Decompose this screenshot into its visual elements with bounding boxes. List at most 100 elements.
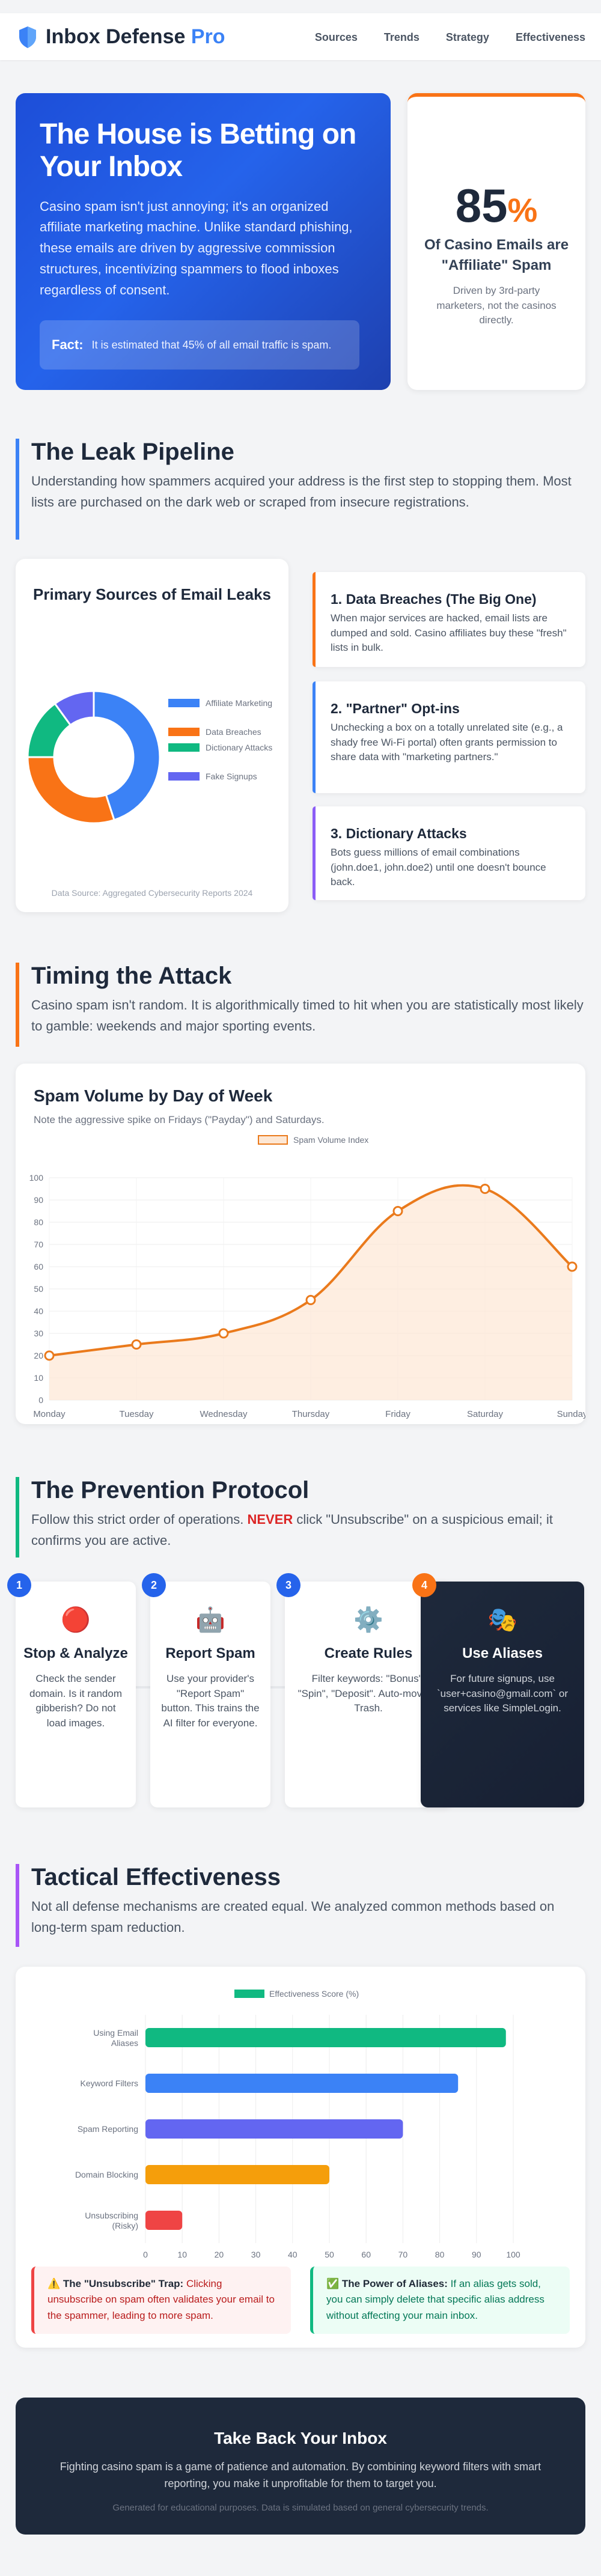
nav-link-trends[interactable]: Trends <box>383 31 419 43</box>
legend-item[interactable]: Fake Signups <box>168 772 257 782</box>
step-text: Check the sender domain. Is it random gi… <box>29 1673 122 1729</box>
legend-label: Affiliate Marketing <box>206 698 273 708</box>
warning-text: Clicking unsubscribe on spam often valid… <box>47 2278 275 2321</box>
x-tick-label: 20 <box>215 2250 224 2259</box>
nav-links: Sources Trends Strategy Effectiveness <box>315 31 585 44</box>
y-tick-label: 60 <box>34 1262 43 1271</box>
nav-link-strategy[interactable]: Strategy <box>445 31 489 43</box>
leak-card-text: Unchecking a box on a totally unrelated … <box>331 722 563 763</box>
donut-slice <box>93 690 161 821</box>
step-title: Create Rules <box>324 1645 413 1661</box>
y-tick-label: 70 <box>34 1240 43 1249</box>
donut-slice <box>26 756 115 824</box>
x-tick-label: 100 <box>506 2250 520 2259</box>
prevention-intro: Follow this strict order of operations. … <box>31 1509 585 1551</box>
x-tick-label: Monday <box>33 1409 66 1419</box>
bar <box>145 2165 329 2184</box>
x-tick-label: 70 <box>398 2250 408 2259</box>
x-tick-label: 0 <box>143 2250 148 2259</box>
x-tick-label: Tuesday <box>120 1409 154 1419</box>
leak-intro: Understanding how spammers acquired your… <box>31 473 572 510</box>
legend-item[interactable]: Affiliate Marketing <box>168 698 272 708</box>
donut-slice <box>53 690 95 726</box>
x-tick-label: 10 <box>177 2250 187 2259</box>
gear-icon: ⚙️ <box>353 1607 383 1633</box>
leak-sources-chart-card: Primary Sources of Email Leaks Affiliate… <box>16 559 288 912</box>
shield-icon <box>19 26 36 48</box>
section-accent-bar <box>16 963 19 1047</box>
y-tick-label: 30 <box>34 1329 43 1338</box>
leak-card-text: When major services are hacked, email li… <box>331 612 567 654</box>
y-tick-label: 80 <box>34 1217 43 1227</box>
leak-card-dictionary: 3. Dictionary Attacks Bots guess million… <box>313 806 585 900</box>
hero-body: Casino spam isn't just annoying; it's an… <box>40 198 353 297</box>
timing-title: Timing the Attack <box>31 963 232 989</box>
donut-chart <box>26 690 161 824</box>
legend-item[interactable]: Data Breaches <box>168 727 261 737</box>
legend-swatch <box>168 699 200 707</box>
legend-label: Effectiveness Score (%) <box>269 1989 359 1999</box>
step-title: Stop & Analyze <box>23 1645 128 1661</box>
step-card-stop-analyze: 1 🔴 Stop & Analyze Check the sender doma… <box>7 1573 136 1807</box>
timing-chart-note: Note the aggressive spike on Fridays ("P… <box>34 1114 325 1125</box>
data-point <box>305 1295 316 1305</box>
tip-title: ✅ The Power of Aliases: <box>326 2278 448 2289</box>
step-number-badge: 4 <box>412 1573 436 1597</box>
step-text: Use your provider's "Report Spam" button… <box>161 1673 260 1729</box>
robot-icon: 🤖 <box>195 1607 225 1633</box>
step-number-badge: 1 <box>7 1573 31 1597</box>
x-tick-label: 90 <box>472 2250 481 2259</box>
bar <box>145 2119 403 2139</box>
footer-disclaimer: Generated for educational purposes. Data… <box>112 2502 489 2513</box>
tip-text: If an alias gets sold, you can simply de… <box>326 2278 545 2321</box>
line-chart: Spam Volume Index 0 10 20 30 40 50 60 70 80 90 100 M… <box>29 1135 585 1419</box>
intro-after: click "Unsubscribe" on a suspicious emai… <box>31 1512 553 1548</box>
y-tick-label: 100 <box>29 1173 44 1183</box>
data-point <box>131 1339 142 1350</box>
hero-banner: The House is Betting on Your Inbox Casin… <box>16 93 391 390</box>
timing-intro: Casino spam isn't random. It is algorith… <box>31 997 584 1034</box>
leak-card-title: 3. Dictionary Attacks <box>331 826 467 841</box>
cta-footer: Take Back Your Inbox Fighting casino spa… <box>16 2398 585 2535</box>
y-tick-label: Domain Blocking <box>75 2170 138 2179</box>
x-tick-label: Sunday <box>557 1409 585 1419</box>
aliases-tip: ✅ The Power of Aliases: If an alias gets… <box>310 2267 570 2334</box>
legend-swatch <box>168 743 200 752</box>
warning-title: ⚠️ The "Unsubscribe" Trap: <box>47 2278 184 2289</box>
step-card-use-aliases: 4 🎭 Use Aliases For future signups, use … <box>412 1573 584 1807</box>
data-point <box>44 1350 55 1361</box>
legend-swatch <box>168 772 200 781</box>
fact-text: It is estimated that 45% of all email tr… <box>91 338 332 351</box>
brand-name: Inbox Defense Pro <box>46 25 225 49</box>
fact-box: Fact: It is estimated that 45% of all em… <box>40 320 359 370</box>
brand-accent: Pro <box>191 25 225 48</box>
brand-logo[interactable]: Inbox Defense Pro <box>18 25 225 49</box>
stat-label: Of Casino Emails are "Affiliate" Spam <box>424 237 569 273</box>
brand-main: Inbox Defense <box>46 25 186 48</box>
card-accent-strip <box>313 681 316 793</box>
y-tick-label: 20 <box>34 1351 43 1360</box>
timing-chart-title: Spam Volume by Day of Week <box>34 1086 273 1105</box>
step-number-badge: 2 <box>142 1573 166 1597</box>
cta-title: Take Back Your Inbox <box>214 2429 387 2447</box>
step-number-badge: 3 <box>276 1573 300 1597</box>
y-tick-label: 50 <box>34 1284 43 1294</box>
y-tick-label: 0 <box>38 1395 43 1405</box>
nav-link-sources[interactable]: Sources <box>314 31 358 43</box>
legend-item[interactable]: Dictionary Attacks <box>168 743 272 753</box>
bar <box>145 2074 459 2093</box>
x-tick-label: Saturday <box>467 1409 504 1419</box>
card-accent-strip <box>313 572 316 667</box>
y-tick-label: Unsubscribing <box>85 2211 138 2220</box>
leak-section-header: The Leak Pipeline Understanding how spam… <box>16 439 585 540</box>
prevention-title: The Prevention Protocol <box>31 1477 310 1503</box>
step-card-report-spam: 2 🤖 Report Spam Use your provider's "Rep… <box>142 1573 270 1807</box>
stat-subtext: Driven by 3rd-party marketers, not the c… <box>436 285 557 326</box>
section-accent-bar <box>16 439 19 540</box>
y-tick-label: Spam Reporting <box>78 2124 138 2134</box>
stat-number: 85% <box>407 182 585 229</box>
hero-title: The House is Betting on Your Inbox <box>40 118 356 183</box>
leak-card-breaches: 1. Data Breaches (The Big One) When majo… <box>313 572 585 667</box>
nav-link-effectiveness[interactable]: Effectiveness <box>515 31 585 43</box>
y-tick-label: 90 <box>34 1195 43 1205</box>
